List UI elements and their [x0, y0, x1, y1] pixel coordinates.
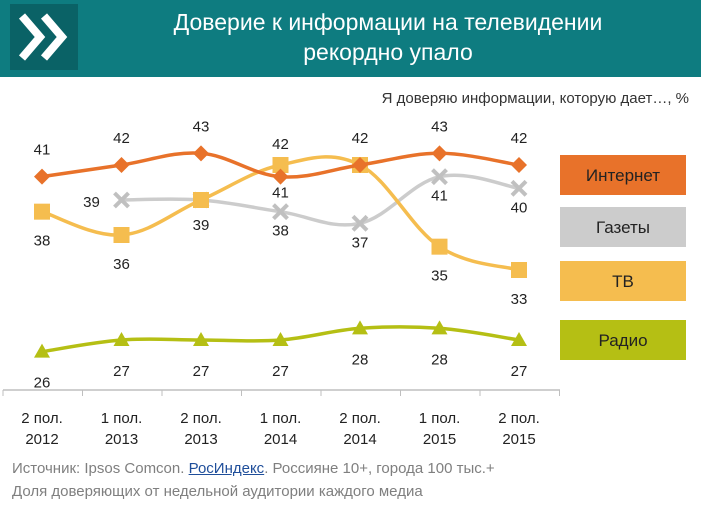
Интернет-marker	[34, 168, 50, 185]
Газеты-marker	[431, 168, 448, 186]
Газеты-series-line	[121, 173, 520, 227]
chart-subtitle: Я доверяю информации, которую дает…, %	[381, 90, 689, 107]
page-title-line2: рекордно упало	[303, 39, 473, 65]
x-tick-label: 2013	[105, 431, 138, 448]
Радио-marker	[511, 332, 527, 346]
Радио-marker	[193, 332, 209, 346]
Радио-marker	[431, 320, 448, 335]
Газеты-data-label: 38	[272, 223, 289, 240]
x-tick-label: 2014	[264, 431, 297, 448]
ТВ-data-label: 35	[431, 268, 448, 285]
Радио-data-label: 27	[113, 363, 130, 380]
x-tick-label: 2 пол.	[21, 410, 63, 427]
extra-data-label: 41	[272, 185, 289, 202]
Газеты-marker	[351, 214, 369, 232]
Интернет-data-label: 41	[34, 142, 51, 159]
Интернет-data-label: 42	[113, 130, 130, 147]
Газеты-data-label: 39	[83, 194, 100, 211]
Интернет-data-label: 42	[352, 130, 369, 147]
double-chevron-right-icon	[10, 4, 78, 70]
x-tick-label: 2014	[343, 431, 376, 448]
legend-swatch	[560, 261, 686, 301]
Газеты-marker	[510, 179, 528, 197]
Интернет-data-label: 42	[511, 130, 528, 147]
Радио-data-label: 26	[34, 375, 51, 392]
ТВ-data-label: 38	[34, 233, 51, 250]
Газеты-marker-stroke	[351, 214, 369, 232]
legend-label: Интернет	[586, 166, 660, 185]
Радио-data-label: 27	[511, 363, 528, 380]
legend-swatch	[560, 207, 686, 247]
source-prefix: Источник: Ipsos Comcon.	[12, 460, 189, 477]
legend-swatch	[560, 320, 686, 360]
ТВ-marker	[272, 157, 289, 173]
Газеты-marker-stroke	[431, 168, 448, 186]
Интернет-marker	[511, 157, 527, 173]
Радио-data-label: 28	[352, 351, 369, 368]
Газеты-data-label: 39	[193, 217, 210, 234]
ТВ-marker	[431, 238, 448, 255]
x-tick-label: 2015	[423, 431, 456, 448]
Радио-data-label: 28	[431, 351, 448, 368]
Радио-marker	[272, 332, 289, 346]
Газеты-marker	[272, 203, 289, 221]
Газеты-marker-stroke	[272, 203, 289, 221]
Интернет-marker	[113, 157, 130, 173]
Интернет-marker	[272, 168, 289, 185]
Интернет-marker	[431, 145, 448, 162]
legend-item-3: Радио	[560, 320, 686, 360]
legend-label: Радио	[598, 331, 647, 350]
Газеты-marker-stroke	[113, 191, 130, 209]
Радио-data-label: 27	[272, 363, 289, 380]
x-tick-label: 2013	[184, 431, 217, 448]
legend-label: ТВ	[612, 272, 634, 291]
x-tick-label: 2 пол.	[339, 410, 381, 427]
Радио-data-label: 27	[193, 363, 210, 380]
legend-label: Газеты	[596, 218, 650, 237]
x-tick-label: 2 пол.	[180, 410, 222, 427]
legend-swatch	[560, 155, 686, 195]
ТВ-data-label: 42	[272, 136, 289, 153]
x-tick-label: 2 пол.	[498, 410, 540, 427]
Газеты-marker-stroke	[510, 179, 528, 197]
Газеты-data-label: 37	[352, 234, 369, 251]
x-tick-label: 2015	[502, 431, 535, 448]
rosindex-link[interactable]: РосИндекс	[188, 460, 265, 477]
legend-item-2: ТВ	[560, 261, 686, 301]
Газеты-data-label: 41	[431, 188, 448, 205]
page-title-line1: Доверие к информации на телевидении	[173, 9, 603, 35]
x-tick-label: 2012	[25, 431, 58, 448]
x-tick-label: 1 пол.	[260, 410, 302, 427]
ТВ-data-label: 33	[511, 291, 528, 308]
Интернет-data-label: 43	[193, 118, 210, 135]
ТВ-data-label: 36	[113, 256, 130, 273]
ТВ-marker	[511, 262, 527, 278]
x-tick-label: 1 пол.	[419, 410, 461, 427]
Газеты-data-label: 40	[511, 199, 528, 216]
ТВ-marker	[34, 203, 50, 220]
footnote: Доля доверяющих от недельной аудитории к…	[12, 483, 423, 500]
Радио-marker	[352, 320, 368, 335]
ТВ-marker	[113, 227, 130, 243]
ТВ-marker	[193, 192, 209, 208]
source-note: Источник: Ipsos Comcon. РосИндекс. Росси…	[12, 460, 495, 477]
source-suffix: . Россияне 10+, города 100 тыс.+	[264, 460, 495, 477]
Газеты-marker	[113, 191, 130, 209]
Интернет-marker	[193, 145, 209, 162]
x-tick-label: 1 пол.	[101, 410, 143, 427]
Радио-marker	[113, 332, 130, 346]
Интернет-data-label: 43	[431, 118, 448, 135]
header-bar: Доверие к информации на телевидении реко…	[0, 0, 701, 77]
legend-item-1: Газеты	[560, 207, 686, 247]
Радио-marker	[34, 343, 50, 358]
legend-item-0: Интернет	[560, 155, 686, 195]
Интернет-marker	[352, 157, 368, 173]
